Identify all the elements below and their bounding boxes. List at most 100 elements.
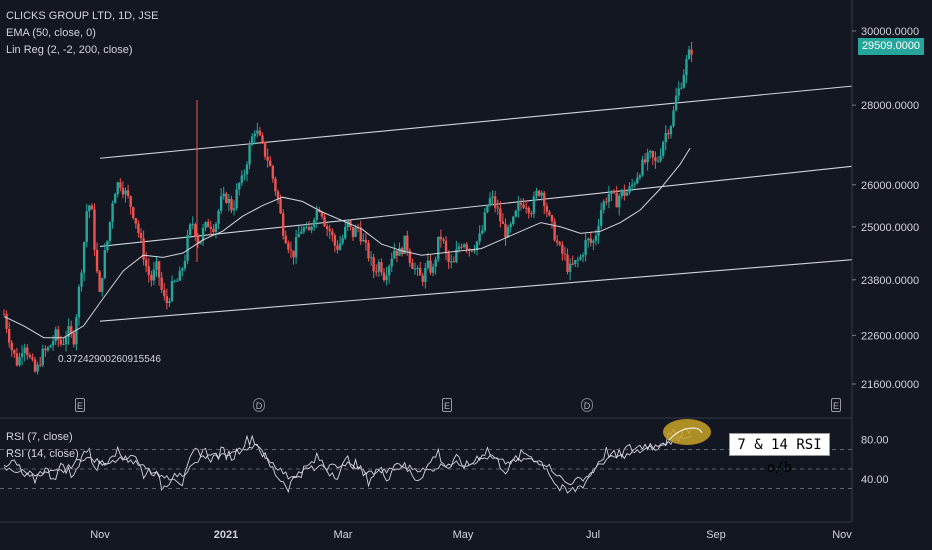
candle-body (380, 262, 383, 273)
candle-body (41, 348, 44, 366)
candle-body (411, 262, 414, 269)
candle-body (279, 198, 282, 214)
candle-body (5, 314, 8, 329)
candle-body (393, 250, 396, 259)
candle-body (690, 49, 693, 55)
candle-body (685, 59, 688, 76)
candle-body (594, 235, 598, 241)
candle-body (574, 260, 577, 265)
candle-body (661, 142, 665, 156)
candle-body (364, 239, 368, 243)
candle-body (38, 364, 42, 366)
candle-body (333, 235, 337, 246)
candle-body (354, 227, 357, 237)
candle-body (558, 242, 561, 245)
candle-body (261, 135, 264, 142)
candle-body (150, 274, 153, 281)
candle-body (434, 259, 437, 267)
candle-body (168, 301, 171, 304)
candle-body (424, 267, 427, 282)
candle-body (646, 152, 649, 163)
candle-body (429, 260, 432, 273)
candle-body (605, 201, 608, 203)
candle-body (478, 233, 481, 242)
candle-body (181, 268, 184, 271)
dividend-event-marker[interactable]: D (253, 398, 265, 412)
candle-body (297, 233, 300, 238)
dividend-event-marker[interactable]: D (581, 398, 593, 412)
candle-body (163, 289, 166, 297)
time-tick-label: Sep (706, 529, 726, 541)
candle-body (509, 224, 512, 228)
candle-body (284, 235, 287, 244)
candle-body (101, 277, 104, 292)
candle-body (77, 286, 81, 318)
candle-body (292, 250, 295, 258)
rsi7-line (3, 427, 693, 494)
candle-body (310, 226, 313, 231)
candle-body (367, 242, 370, 259)
candle-body (545, 205, 549, 212)
candle-body (72, 333, 75, 345)
candle-body (452, 261, 455, 263)
candle-body (628, 186, 631, 193)
candle-body (537, 190, 541, 196)
candle-body (269, 160, 272, 167)
candle-body (576, 259, 580, 261)
candle-body (625, 192, 629, 196)
candle-body (390, 258, 393, 267)
candle-body (147, 266, 150, 275)
price-tick-label: 23800.0000 (861, 275, 919, 287)
candle-body (320, 212, 324, 217)
candle-body (85, 211, 88, 243)
candle-body (281, 213, 285, 236)
candle-body (10, 342, 13, 350)
candle-body (287, 243, 290, 250)
candle-body (512, 216, 515, 225)
candlestick-series (2, 41, 693, 375)
candle-body (106, 240, 109, 251)
price-tick-label: 26000.0000 (861, 180, 919, 192)
candle-body (88, 205, 91, 212)
candle-body (496, 207, 499, 209)
candle-body (519, 202, 523, 205)
candle-body (382, 272, 386, 281)
candle-body (517, 202, 520, 211)
candle-body (385, 275, 388, 281)
candle-body (406, 235, 409, 251)
candle-body (323, 216, 326, 227)
candle-body (504, 223, 507, 238)
candle-body (155, 261, 158, 270)
earnings-event-marker[interactable]: E (75, 398, 85, 412)
candle-body (305, 227, 308, 229)
candle-body (377, 262, 381, 272)
rsi14-line (3, 435, 692, 486)
candle-body (276, 191, 280, 199)
candle-body (207, 222, 210, 228)
candle-body (188, 224, 192, 236)
candle-body (602, 201, 605, 210)
time-tick-label: Nov (90, 529, 110, 541)
candle-body (70, 326, 73, 334)
earnings-event-marker[interactable]: E (831, 398, 841, 412)
candle-body (126, 190, 130, 197)
candle-body (67, 326, 70, 338)
candle-body (672, 110, 675, 127)
candle-body (165, 296, 169, 304)
candle-body (139, 232, 143, 239)
candle-body (95, 249, 99, 272)
candle-body (501, 221, 505, 224)
candle-body (346, 220, 350, 228)
candle-body (129, 196, 132, 208)
candle-body (403, 235, 406, 254)
candle-body (98, 271, 101, 292)
rsi14-legend: RSI (14, close) (6, 448, 79, 460)
candle-body (36, 364, 39, 372)
candle-body (137, 223, 140, 233)
candle-body (486, 205, 489, 213)
candle-body (271, 166, 275, 179)
earnings-event-marker[interactable]: E (442, 398, 452, 412)
candle-body (116, 182, 119, 195)
candle-body (584, 240, 587, 256)
candle-body (408, 250, 412, 263)
